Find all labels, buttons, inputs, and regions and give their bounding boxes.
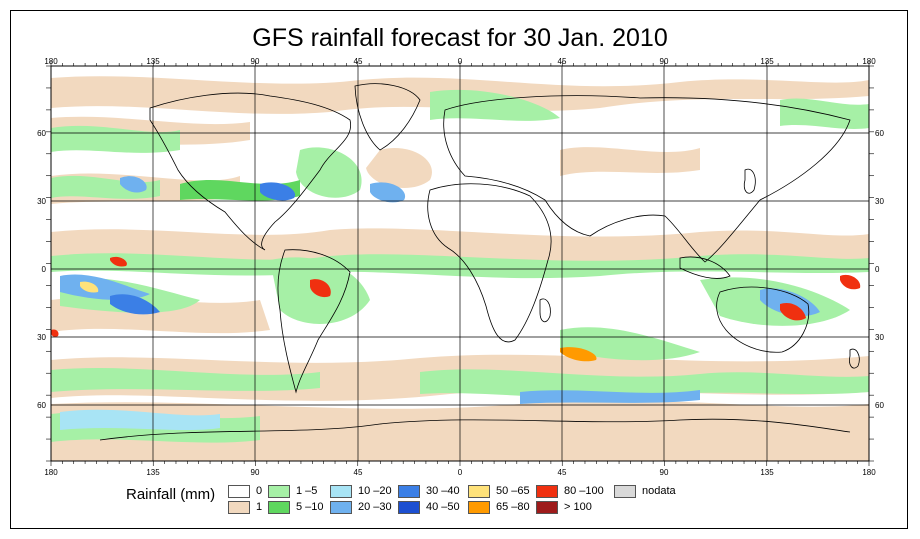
legend-swatch [614, 485, 636, 498]
lat-label-right: 30 [875, 197, 884, 206]
legend-swatch [330, 485, 352, 498]
legend-swatch [268, 485, 290, 498]
lon-label-bottom: 90 [660, 468, 669, 477]
legend-title: Rainfall (mm) [126, 486, 216, 503]
lon-label-top: 45 [558, 57, 567, 66]
legend-label: 0 [256, 485, 263, 497]
legend-swatch [398, 485, 420, 498]
lon-label-bottom: 180 [862, 468, 876, 477]
lon-label-top: 45 [354, 57, 363, 66]
lat-label-left: 30 [37, 197, 46, 206]
lon-label-top: 135 [146, 57, 160, 66]
graticule [51, 66, 869, 461]
lat-label-right: 60 [875, 129, 884, 138]
legend-swatch [536, 501, 558, 514]
lat-labels-left: 60 30 0 30 60 [37, 129, 46, 410]
lat-label-left: 60 [37, 129, 46, 138]
lat-label-left: 60 [37, 401, 46, 410]
lat-labels-right: 60 30 0 30 60 [875, 129, 884, 410]
lon-label-top: 90 [660, 57, 669, 66]
legend-swatch [468, 501, 490, 514]
legend-label: 1 [256, 501, 263, 513]
lon-label-bottom: 0 [458, 468, 463, 477]
legend-label: 80 –100 [564, 485, 604, 497]
lon-label-bottom: 90 [251, 468, 260, 477]
lon-labels-bottom: 180 135 90 45 0 45 90 135 180 [44, 468, 876, 477]
legend-swatch [228, 501, 250, 514]
figure-frame [10, 10, 908, 529]
legend-label: 50 –65 [496, 485, 530, 497]
legend-label: 20 –30 [358, 501, 392, 513]
legend-label: > 100 [564, 501, 592, 513]
legend-label: 30 –40 [426, 485, 460, 497]
legend-swatch [536, 485, 558, 498]
lat-label-right: 30 [875, 333, 884, 342]
legend-label: 10 –20 [358, 485, 392, 497]
legend-label: 65 –80 [496, 501, 530, 513]
lon-label-top: 180 [862, 57, 876, 66]
coastlines [99, 83, 860, 441]
minor-ticks [46, 61, 874, 466]
legend-label: 40 –50 [426, 501, 460, 513]
legend-label: 1 –5 [296, 485, 318, 497]
rainfall-field [51, 76, 869, 461]
legend-swatch [268, 501, 290, 514]
legend-swatch [228, 485, 250, 498]
lon-label-bottom: 45 [354, 468, 363, 477]
lon-label-bottom: 135 [146, 468, 160, 477]
lon-label-top: 180 [44, 57, 58, 66]
lon-label-top: 135 [760, 57, 774, 66]
lat-label-left: 0 [42, 265, 47, 274]
lat-label-right: 0 [875, 265, 880, 274]
legend-swatch [398, 501, 420, 514]
lon-label-bottom: 45 [558, 468, 567, 477]
lon-label-top: 0 [458, 57, 463, 66]
lat-label-left: 30 [37, 333, 46, 342]
lon-label-bottom: 135 [760, 468, 774, 477]
lon-label-top: 90 [251, 57, 260, 66]
legend-swatch [330, 501, 352, 514]
map-title: GFS rainfall forecast for 30 Jan. 2010 [252, 24, 668, 52]
legend-swatch [468, 485, 490, 498]
lat-label-right: 60 [875, 401, 884, 410]
legend-label: nodata [642, 485, 676, 497]
lon-labels-top: 180 135 90 45 0 45 90 135 180 [44, 57, 876, 66]
lon-label-bottom: 180 [44, 468, 58, 477]
legend-label: 5 –10 [296, 501, 324, 513]
